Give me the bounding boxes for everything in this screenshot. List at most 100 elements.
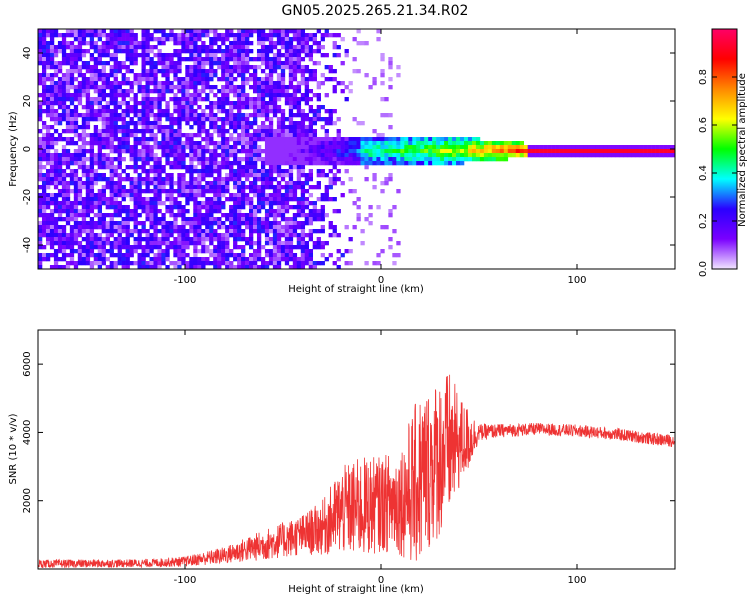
spectrogram-cell: [157, 105, 162, 110]
spectrogram-cell: [217, 209, 222, 214]
spectrogram-cell: [189, 193, 194, 198]
spectrogram-cell: [197, 241, 202, 246]
spectrogram-cell: [125, 125, 130, 130]
spectrogram-cell: [125, 221, 130, 226]
spectrogram-cell: [189, 257, 194, 262]
spectrogram-cell: [113, 157, 118, 162]
spectrogram-cell: [260, 177, 266, 182]
spectrogram-cell: [237, 237, 242, 242]
spectrogram-cell: [201, 173, 206, 178]
spectrogram-cell: [511, 145, 517, 150]
spectrogram-cell: [292, 97, 298, 102]
spectrogram-cell: [173, 165, 178, 170]
spectrogram-cell: [129, 109, 134, 114]
spectrogram-cell: [288, 125, 294, 130]
spectrogram-cell: [97, 173, 102, 178]
spectrogram-cell: [149, 181, 154, 186]
spectrogram-cell: [193, 77, 198, 82]
spectrogram-cell: [527, 153, 532, 158]
spectrogram-cell: [380, 141, 385, 146]
spectrogram-cell: [177, 213, 182, 218]
spectrogram-cell: [288, 29, 294, 34]
spectrogram-cell: [217, 249, 222, 254]
spectrogram-cell: [57, 193, 63, 198]
spectrogram-cell: [264, 73, 270, 78]
spectrogram-cell: [260, 217, 266, 222]
spectrogram-cell: [288, 249, 294, 254]
spectrogram-cell: [113, 117, 118, 122]
spectrogram-cell: [165, 221, 170, 226]
spectrogram-cell: [121, 29, 126, 34]
spectrogram-cell: [316, 113, 321, 118]
snr-y-tick-label: 4000: [22, 420, 33, 445]
spectrogram-cell: [117, 45, 122, 50]
spectrogram-cell: [308, 133, 314, 138]
spectrogram-cell: [260, 37, 266, 42]
spectrogram-cell: [165, 233, 170, 238]
spectrogram-cell: [169, 113, 174, 118]
spectrogram-cell: [57, 249, 63, 254]
spectrogram-cell: [97, 225, 102, 230]
spectrogram-cell: [233, 237, 238, 242]
spectrogram-cell: [264, 109, 270, 114]
spectrogram-cell: [113, 85, 118, 90]
spectrogram-cell: [137, 173, 142, 178]
spectrogram-cell: [300, 201, 306, 206]
spectrogram-cell: [543, 145, 548, 150]
spectrogram-cell: [57, 189, 63, 194]
spectrogram-cell: [121, 141, 126, 146]
spectrogram-cell: [38, 265, 43, 270]
spectrogram-cell: [272, 69, 278, 74]
spectrogram-cell: [173, 117, 178, 122]
spectrogram-cell: [125, 205, 130, 210]
spectrogram-cell: [221, 177, 226, 182]
spectrogram-cell: [300, 117, 306, 122]
spectrogram-cell: [288, 65, 294, 70]
spectrogram-cell: [85, 245, 91, 250]
spectrogram-cell: [245, 117, 250, 122]
spectrogram-cell: [487, 153, 493, 158]
spectrogram-cell: [169, 181, 174, 186]
spectrogram-cell: [61, 93, 67, 98]
spectrogram-cell: [300, 113, 306, 118]
spectrogram-cell: [380, 73, 385, 78]
spectrogram-cell: [233, 37, 238, 42]
spectrogram-cell: [328, 181, 333, 186]
spectrogram-cell: [41, 45, 47, 50]
spectrogram-cell: [543, 149, 548, 154]
spectrogram-cell: [296, 45, 302, 50]
spectrogram-cell: [57, 237, 63, 242]
spectrogram-cell: [241, 101, 246, 106]
spectrogram-cell: [280, 125, 286, 130]
spectrogram-cell: [380, 53, 385, 58]
spectrogram-cell: [65, 217, 71, 222]
spectrogram-cell: [165, 53, 170, 58]
spectrogram-cell: [45, 221, 51, 226]
spectrogram-cell: [229, 57, 234, 62]
spectrogram-cell: [121, 137, 126, 142]
spectrogram-cell: [197, 49, 202, 54]
spectrogram-cell: [217, 265, 222, 270]
spectrogram-cell: [241, 169, 246, 174]
spectrogram-cell: [221, 133, 226, 138]
spectrogram-cell: [300, 197, 306, 202]
spectrogram-cell: [292, 121, 298, 126]
spectrogram-cell: [57, 105, 63, 110]
spectrogram-cell: [324, 133, 329, 138]
spectrogram-cell: [81, 93, 87, 98]
spectrogram-cell: [336, 141, 341, 146]
spectrogram-cell: [284, 129, 290, 134]
spectrogram-cell: [145, 137, 150, 142]
spectrogram-cell: [38, 117, 43, 122]
spectrogram-cell: [316, 49, 321, 54]
spectrogram-cell: [491, 153, 497, 158]
spectrogram-cell: [324, 193, 329, 198]
snr-x-tick-label: -100: [174, 575, 197, 586]
spectrogram-cell: [308, 261, 314, 266]
spectrogram-cell: [121, 97, 126, 102]
spectrogram-cell: [129, 33, 134, 38]
spectrogram-cell: [288, 101, 294, 106]
spectrogram-cell: [280, 253, 286, 258]
spectrogram-cell: [169, 153, 174, 158]
